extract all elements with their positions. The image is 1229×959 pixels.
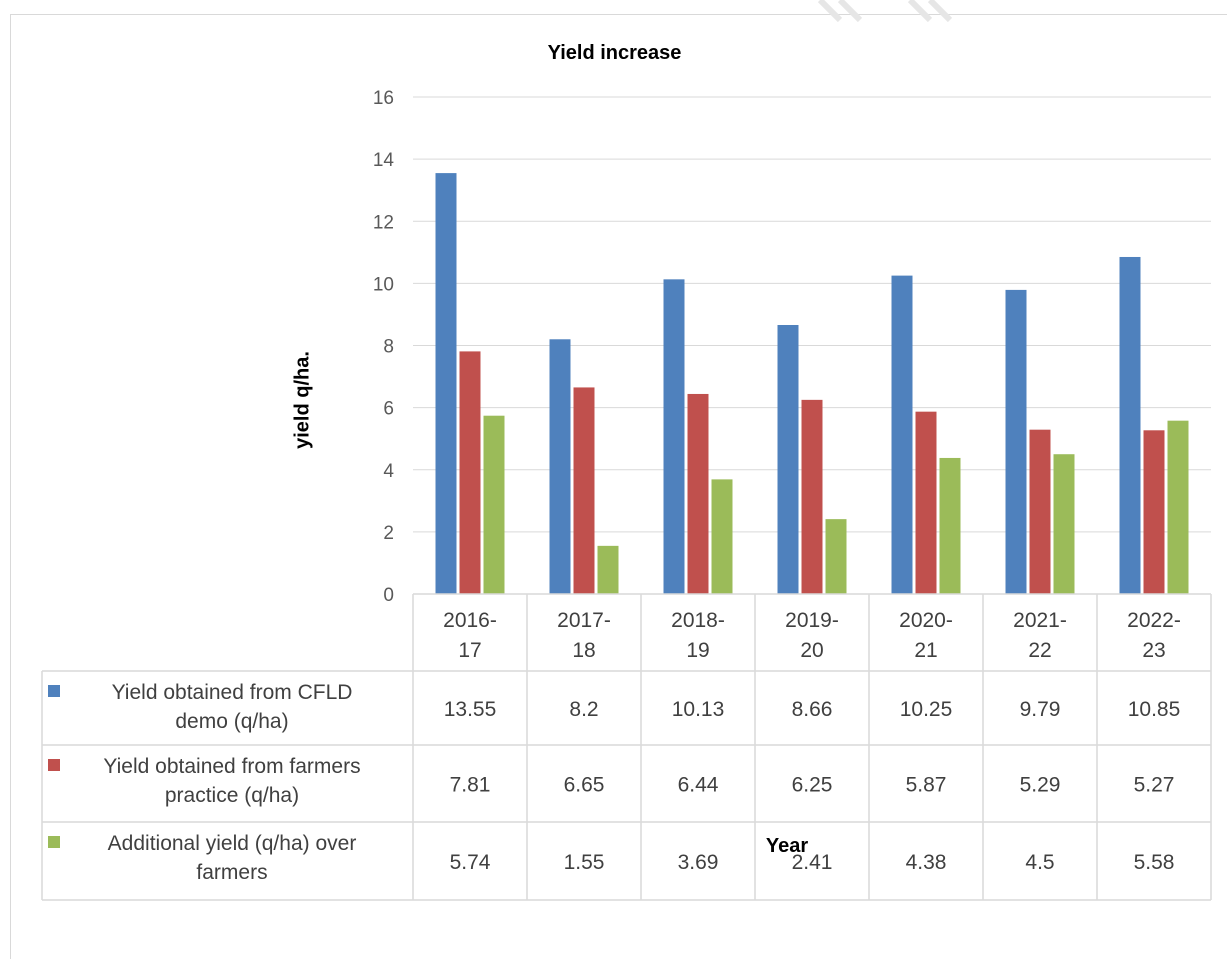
watermark-graphic [817, 0, 953, 23]
data-label: 5.74 [450, 851, 491, 874]
data-label: 8.2 [569, 698, 598, 721]
series-name: farmers [196, 861, 267, 884]
data-label: 10.25 [900, 698, 953, 721]
data-label: 6.65 [564, 774, 605, 797]
bar [1143, 430, 1165, 594]
data-label: 5.58 [1134, 851, 1175, 874]
bar [1167, 420, 1189, 594]
series-name: Additional yield (q/ha) over [108, 832, 357, 855]
category-label: 19 [686, 639, 709, 662]
category-label: 17 [458, 639, 481, 662]
bar [801, 399, 823, 594]
y-tick-label: 6 [383, 399, 394, 420]
category-label: 2016- [443, 609, 497, 632]
bar [483, 415, 505, 594]
chart-title: Yield increase [547, 42, 682, 64]
data-label: 7.81 [450, 774, 491, 797]
y-tick-label: 4 [383, 461, 394, 482]
bar [573, 387, 595, 594]
series-name: Yield obtained from CFLD [112, 681, 353, 704]
y-tick-label: 10 [373, 274, 394, 295]
data-label: 4.5 [1025, 851, 1054, 874]
data-label: 1.55 [564, 851, 605, 874]
data-label: 6.25 [792, 774, 833, 797]
legend-key [48, 759, 60, 771]
category-label: 2022- [1127, 609, 1181, 632]
bar [459, 351, 481, 594]
y-tick-label: 14 [373, 150, 395, 171]
bar [825, 519, 847, 594]
category-label: 22 [1028, 639, 1051, 662]
data-label: 6.44 [678, 774, 719, 797]
y-tick-label: 16 [373, 88, 394, 109]
data-label: 5.27 [1134, 774, 1175, 797]
category-label: 2021- [1013, 609, 1067, 632]
category-label: 20 [800, 639, 823, 662]
data-label: 9.79 [1020, 698, 1061, 721]
bar [1005, 289, 1027, 594]
bar [435, 173, 457, 594]
bar [663, 279, 685, 594]
data-label: 5.87 [906, 774, 947, 797]
bar [1029, 429, 1051, 594]
y-tick-label: 0 [383, 585, 394, 606]
bar [549, 339, 571, 594]
bar [711, 479, 733, 594]
series-name: practice (q/ha) [165, 784, 299, 807]
category-label: 21 [914, 639, 937, 662]
category-label: 2020- [899, 609, 953, 632]
data-label: 4.38 [906, 851, 947, 874]
category-label: 2019- [785, 609, 839, 632]
chart-frame [10, 14, 1227, 959]
category-label: 18 [572, 639, 595, 662]
bar [939, 457, 961, 594]
data-label: 5.29 [1020, 774, 1061, 797]
bar [597, 545, 619, 594]
category-label: 2017- [557, 609, 611, 632]
bar [1053, 454, 1075, 594]
bar [777, 324, 799, 594]
legend-key [48, 836, 60, 848]
bar [891, 275, 913, 594]
series-name: demo (q/ha) [175, 710, 288, 733]
category-label: 2018- [671, 609, 725, 632]
y-tick-label: 12 [373, 212, 394, 233]
legend-key [48, 685, 60, 697]
data-label: 8.66 [792, 698, 833, 721]
data-label: 2.41 [792, 851, 833, 874]
bar [915, 411, 937, 594]
bar [687, 393, 709, 594]
data-label: 3.69 [678, 851, 719, 874]
series-name: Yield obtained from farmers [103, 755, 360, 778]
data-label: 13.55 [444, 698, 497, 721]
data-label: 10.13 [672, 698, 725, 721]
data-label: 10.85 [1128, 698, 1181, 721]
y-tick-label: 2 [383, 523, 394, 544]
x-axis-label: Year [765, 835, 809, 857]
category-label: 23 [1142, 639, 1165, 662]
y-tick-label: 8 [383, 337, 394, 358]
bar [1119, 256, 1141, 594]
